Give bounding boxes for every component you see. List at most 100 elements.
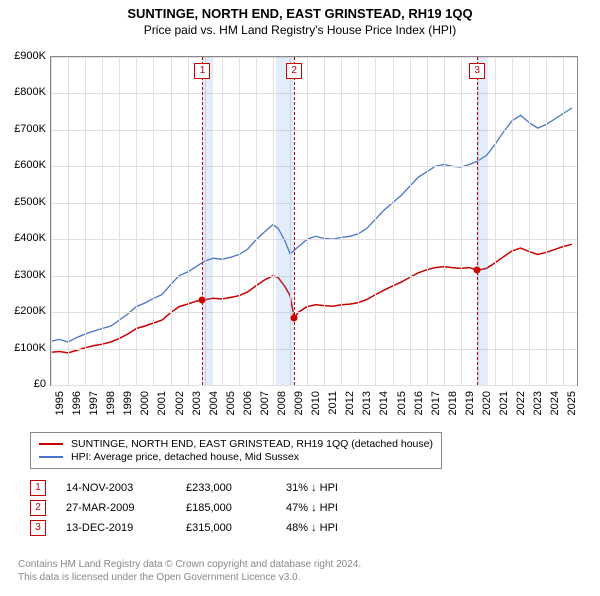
gridline-h bbox=[51, 203, 577, 204]
series-svg bbox=[51, 57, 577, 385]
x-tick-label: 2021 bbox=[498, 391, 510, 415]
y-tick-label: £500K bbox=[2, 196, 46, 208]
shaded-region bbox=[276, 57, 294, 385]
marker-number-box: 3 bbox=[469, 63, 485, 79]
gridline-v bbox=[136, 57, 137, 385]
event-number-box: 2 bbox=[30, 500, 46, 516]
gridline-h bbox=[51, 349, 577, 350]
event-date: 14-NOV-2003 bbox=[66, 482, 166, 494]
marker-number-box: 1 bbox=[194, 63, 210, 79]
event-delta: 48% ↓ HPI bbox=[286, 522, 338, 534]
gridline-v bbox=[153, 57, 154, 385]
y-tick-label: £0 bbox=[2, 378, 46, 390]
x-tick-label: 2017 bbox=[430, 391, 442, 415]
gridline-h bbox=[51, 239, 577, 240]
legend-row: HPI: Average price, detached house, Mid … bbox=[39, 451, 433, 463]
series-hpi bbox=[51, 108, 572, 342]
y-tick-label: £900K bbox=[2, 50, 46, 62]
y-tick-label: £100K bbox=[2, 342, 46, 354]
x-tick-label: 2024 bbox=[549, 391, 561, 415]
x-tick-label: 2025 bbox=[566, 391, 578, 415]
x-tick-label: 2012 bbox=[344, 391, 356, 415]
x-tick-label: 2014 bbox=[378, 391, 390, 415]
gridline-v bbox=[273, 57, 274, 385]
event-row: 114-NOV-2003£233,00031% ↓ HPI bbox=[30, 480, 338, 496]
gridline-v bbox=[222, 57, 223, 385]
event-price: £315,000 bbox=[186, 522, 266, 534]
footer-line-1: Contains HM Land Registry data © Crown c… bbox=[18, 558, 361, 571]
x-tick-label: 2004 bbox=[208, 391, 220, 415]
legend-label: HPI: Average price, detached house, Mid … bbox=[71, 451, 299, 463]
gridline-v bbox=[495, 57, 496, 385]
gridline-h bbox=[51, 276, 577, 277]
x-tick-label: 2003 bbox=[191, 391, 203, 415]
legend-swatch bbox=[39, 443, 63, 445]
gridline-v bbox=[461, 57, 462, 385]
event-row: 313-DEC-2019£315,00048% ↓ HPI bbox=[30, 520, 338, 536]
legend-box: SUNTINGE, NORTH END, EAST GRINSTEAD, RH1… bbox=[30, 432, 442, 469]
gridline-v bbox=[51, 57, 52, 385]
x-tick-label: 1998 bbox=[105, 391, 117, 415]
x-tick-label: 2005 bbox=[225, 391, 237, 415]
gridline-v bbox=[307, 57, 308, 385]
x-tick-label: 2020 bbox=[481, 391, 493, 415]
gridline-v bbox=[341, 57, 342, 385]
event-dot bbox=[291, 314, 298, 321]
gridline-v bbox=[410, 57, 411, 385]
plot-area: 1 2 3 bbox=[50, 56, 578, 386]
x-tick-label: 2000 bbox=[139, 391, 151, 415]
chart-subtitle: Price paid vs. HM Land Registry's House … bbox=[0, 23, 600, 37]
x-tick-label: 2018 bbox=[447, 391, 459, 415]
gridline-h bbox=[51, 93, 577, 94]
footer-line-2: This data is licensed under the Open Gov… bbox=[18, 571, 361, 584]
gridline-h bbox=[51, 166, 577, 167]
event-delta: 31% ↓ HPI bbox=[286, 482, 338, 494]
event-dot bbox=[474, 267, 481, 274]
events-table: 114-NOV-2003£233,00031% ↓ HPI227-MAR-200… bbox=[30, 476, 338, 540]
x-tick-label: 2011 bbox=[327, 391, 339, 415]
x-tick-label: 2001 bbox=[156, 391, 168, 415]
x-tick-label: 2023 bbox=[532, 391, 544, 415]
event-price: £185,000 bbox=[186, 502, 266, 514]
gridline-h bbox=[51, 57, 577, 58]
marker-line bbox=[477, 57, 478, 385]
y-tick-label: £800K bbox=[2, 86, 46, 98]
x-tick-label: 2013 bbox=[361, 391, 373, 415]
x-tick-label: 2006 bbox=[242, 391, 254, 415]
gridline-h bbox=[51, 312, 577, 313]
gridline-v bbox=[375, 57, 376, 385]
x-tick-label: 2008 bbox=[276, 391, 288, 415]
gridline-v bbox=[529, 57, 530, 385]
series-property bbox=[51, 244, 572, 353]
y-tick-label: £700K bbox=[2, 123, 46, 135]
event-price: £233,000 bbox=[186, 482, 266, 494]
gridline-v bbox=[563, 57, 564, 385]
gridline-v bbox=[427, 57, 428, 385]
x-axis-ticks: 1995199619971998199920002001200220032004… bbox=[50, 391, 578, 431]
x-tick-label: 1997 bbox=[88, 391, 100, 415]
x-tick-label: 1999 bbox=[122, 391, 134, 415]
y-tick-label: £300K bbox=[2, 269, 46, 281]
event-row: 227-MAR-2009£185,00047% ↓ HPI bbox=[30, 500, 338, 516]
gridline-v bbox=[393, 57, 394, 385]
y-tick-label: £400K bbox=[2, 232, 46, 244]
footer-attribution: Contains HM Land Registry data © Crown c… bbox=[18, 558, 361, 584]
gridline-v bbox=[68, 57, 69, 385]
legend-label: SUNTINGE, NORTH END, EAST GRINSTEAD, RH1… bbox=[71, 438, 433, 450]
gridline-v bbox=[239, 57, 240, 385]
gridline-v bbox=[119, 57, 120, 385]
y-tick-label: £200K bbox=[2, 305, 46, 317]
event-date: 13-DEC-2019 bbox=[66, 522, 166, 534]
chart-title: SUNTINGE, NORTH END, EAST GRINSTEAD, RH1… bbox=[0, 6, 600, 21]
x-tick-label: 2015 bbox=[396, 391, 408, 415]
chart-container: SUNTINGE, NORTH END, EAST GRINSTEAD, RH1… bbox=[0, 6, 600, 596]
event-delta: 47% ↓ HPI bbox=[286, 502, 338, 514]
gridline-v bbox=[358, 57, 359, 385]
x-tick-label: 2002 bbox=[174, 391, 186, 415]
x-tick-label: 2016 bbox=[413, 391, 425, 415]
marker-number-box: 2 bbox=[286, 63, 302, 79]
x-tick-label: 1995 bbox=[54, 391, 66, 415]
shaded-region bbox=[202, 57, 213, 385]
marker-line bbox=[294, 57, 295, 385]
gridline-v bbox=[102, 57, 103, 385]
